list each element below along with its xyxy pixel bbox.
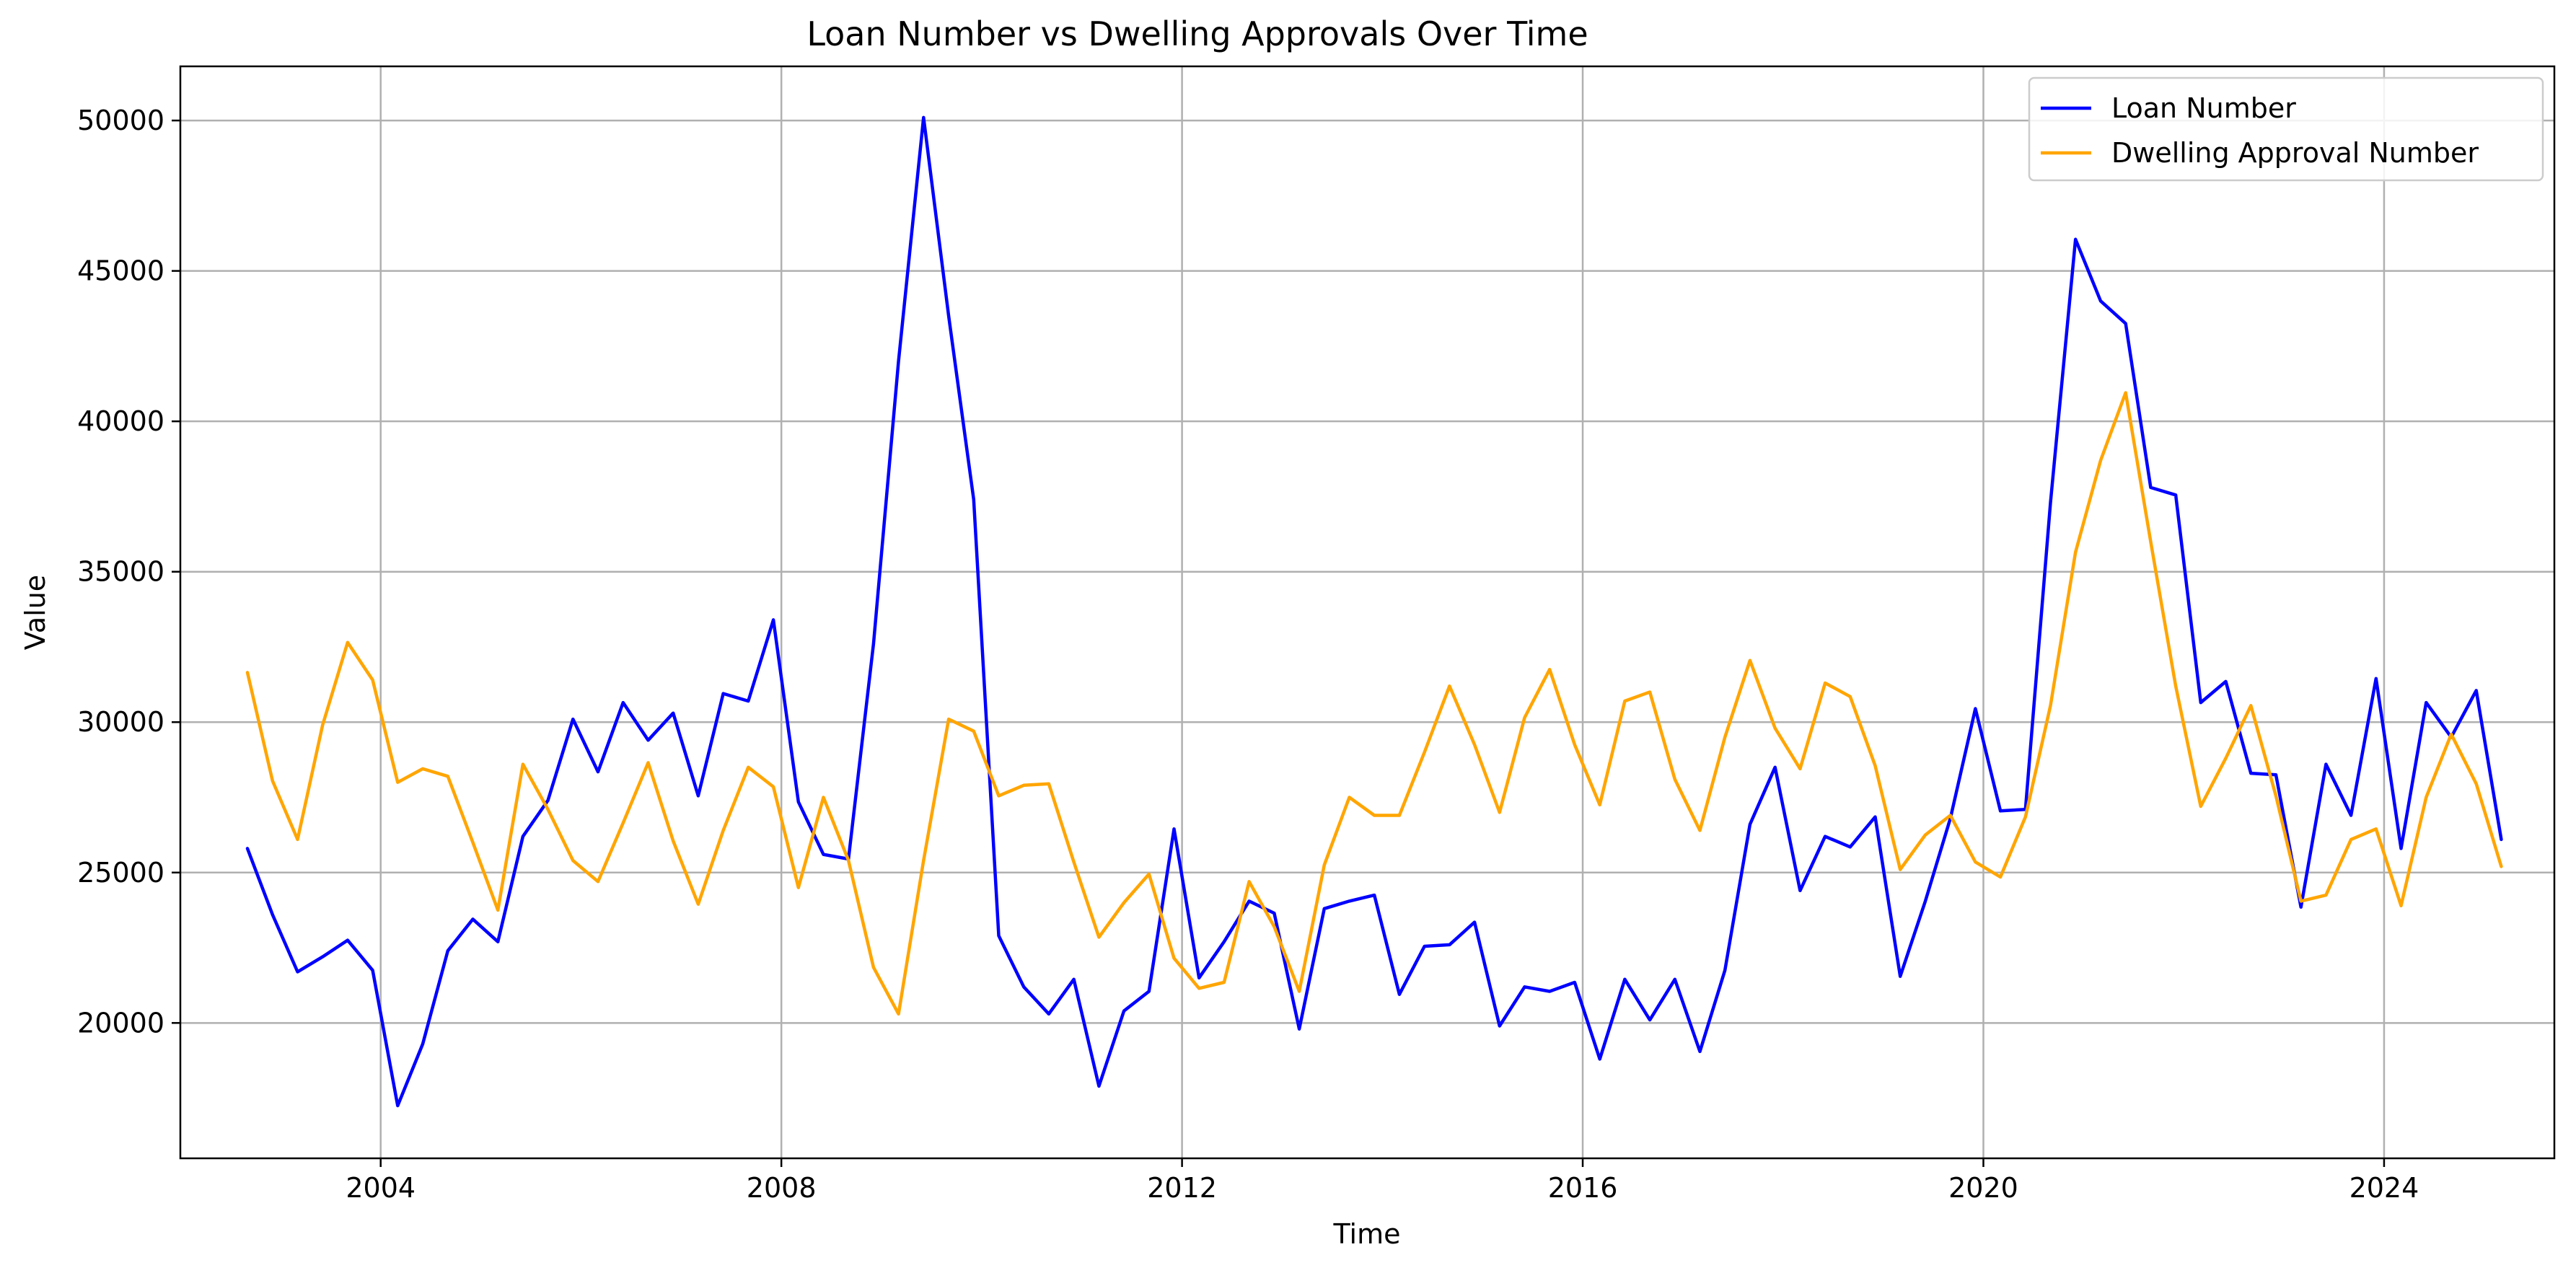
y-tick-label: 30000	[77, 706, 164, 738]
legend-label: Dwelling Approval Number	[2111, 137, 2479, 169]
series-lines	[245, 115, 2503, 1108]
y-tick-label: 50000	[77, 105, 164, 136]
legend: Loan Number Dwelling Approval Number	[2028, 76, 2544, 182]
x-tick-label: 2024	[2349, 1172, 2419, 1204]
x-axis-ticks: 2004 2008 2012 2016 2020 2024	[346, 1158, 2419, 1204]
y-tick-label: 45000	[77, 255, 164, 287]
chart-title: Loan Number vs Dwelling Approvals Over T…	[806, 14, 1588, 53]
y-tick-label: 40000	[77, 405, 164, 437]
series-line-dwelling-approval-number	[245, 391, 2503, 1016]
x-axis-label: Time	[1333, 1218, 1401, 1250]
grid	[180, 66, 2554, 1158]
y-axis-ticks: 20000 25000 30000 35000 40000 45000 50000	[77, 105, 180, 1039]
y-tick-label: 35000	[77, 556, 164, 588]
y-tick-label: 25000	[77, 857, 164, 889]
x-tick-label: 2008	[747, 1172, 817, 1204]
legend-label: Loan Number	[2111, 92, 2296, 124]
legend-box	[2028, 76, 2544, 182]
y-tick-label: 20000	[77, 1007, 164, 1039]
x-tick-label: 2004	[346, 1172, 416, 1204]
x-tick-label: 2020	[1948, 1172, 2018, 1204]
series-line-loan-number	[245, 115, 2503, 1108]
x-tick-label: 2012	[1147, 1172, 1217, 1204]
y-axis-label: Value	[19, 575, 51, 650]
x-tick-label: 2016	[1548, 1172, 1618, 1204]
plot-area-frame	[179, 65, 2556, 1160]
